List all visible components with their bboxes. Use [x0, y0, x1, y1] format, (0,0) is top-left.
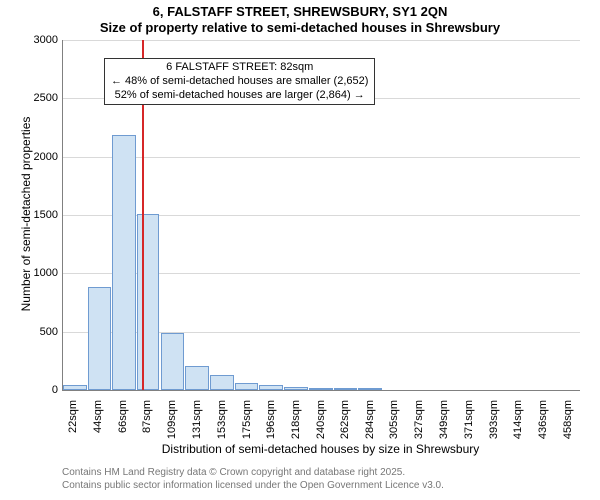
histogram-bar — [137, 214, 160, 390]
histogram-bar — [334, 388, 357, 390]
annotation-line-3: 52% of semi-detached houses are larger (… — [111, 89, 368, 103]
x-axis-label: Distribution of semi-detached houses by … — [62, 442, 579, 456]
title-line-1: 6, FALSTAFF STREET, SHREWSBURY, SY1 2QN — [0, 4, 600, 20]
annotation-line-2: ← 48% of semi-detached houses are smalle… — [111, 75, 368, 89]
histogram-bar — [235, 383, 258, 390]
histogram-bar — [112, 135, 136, 391]
chart-title: 6, FALSTAFF STREET, SHREWSBURY, SY1 2QN … — [0, 0, 600, 37]
y-tick-label: 3000 — [0, 34, 58, 46]
footer-attribution: Contains HM Land Registry data © Crown c… — [62, 466, 444, 492]
histogram-bar — [63, 385, 87, 390]
gridline — [63, 157, 580, 158]
footer-line-2: Contains public sector information licen… — [62, 479, 444, 492]
histogram-bar — [358, 388, 382, 390]
annotation-line-1: 6 FALSTAFF STREET: 82sqm — [111, 61, 368, 75]
histogram-bar — [259, 385, 283, 390]
footer-line-1: Contains HM Land Registry data © Crown c… — [62, 466, 444, 479]
highlight-annotation: 6 FALSTAFF STREET: 82sqm ← 48% of semi-d… — [104, 58, 375, 105]
title-line-2: Size of property relative to semi-detach… — [0, 20, 600, 36]
histogram-bar — [309, 388, 333, 390]
histogram-bar — [88, 287, 111, 390]
y-tick-label: 0 — [0, 384, 58, 396]
histogram-bar — [210, 375, 234, 390]
gridline — [63, 40, 580, 41]
histogram-bar — [161, 333, 185, 390]
histogram-bar — [284, 387, 308, 390]
y-axis-label: Number of semi-detached properties — [19, 84, 33, 344]
histogram-bar — [185, 366, 209, 391]
